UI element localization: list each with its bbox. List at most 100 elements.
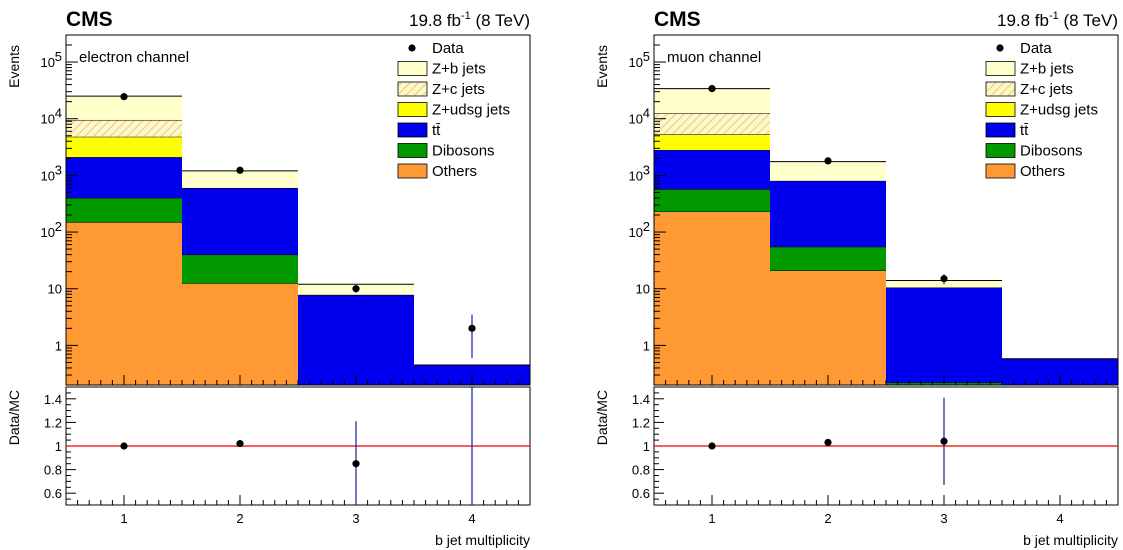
legend-marker-data — [996, 44, 1004, 52]
bar-others-bin1 — [66, 222, 182, 385]
bar-others-bin2 — [770, 270, 886, 385]
ratio-point — [236, 440, 244, 448]
y-axis-title: Events — [6, 45, 22, 88]
y-tick-label: 10 — [41, 168, 55, 183]
y-tick-exponent: 4 — [55, 106, 62, 121]
data-point — [236, 166, 244, 174]
legend-swatch — [985, 61, 1016, 76]
legend-swatch — [985, 102, 1016, 117]
y-tick-exponent: 3 — [643, 162, 650, 177]
legend-swatch — [985, 81, 1016, 97]
experiment-label: CMS — [66, 8, 113, 31]
y-tick-exponent: 4 — [643, 106, 650, 121]
bar-tt-bin3 — [886, 287, 1002, 383]
bar-z+bjets-bin1 — [654, 88, 770, 114]
bar-z+bjets-bin1 — [66, 96, 182, 120]
legend-swatch — [397, 122, 428, 138]
lumi-label: 19.8 fb-1 (8 TeV) — [997, 10, 1118, 30]
y-tick-label: 10 — [629, 168, 643, 183]
legend: Data Z+b jets Z+c jets Z+udsg jets tt̄ Diboso… — [1020, 40, 1098, 180]
legend-swatch — [397, 143, 428, 158]
data-point — [352, 285, 360, 293]
y-tick-label: 10 — [41, 112, 55, 127]
legend-label: Z+b jets — [1020, 61, 1074, 78]
data-point — [940, 275, 948, 283]
ratio-point — [708, 442, 716, 450]
x-tick-label: 4 — [468, 511, 475, 526]
ratio-y-tick-label: 1.2 — [632, 415, 650, 430]
legend-label: Others — [432, 163, 477, 180]
data-point — [468, 324, 476, 332]
y-tick-label: 10 — [629, 55, 643, 70]
legend-label: Z+c jets — [432, 81, 485, 98]
legend-label: Z+udsg jets — [1020, 102, 1098, 119]
legend-label: Z+b jets — [432, 61, 486, 78]
x-tick-label: 2 — [236, 511, 243, 526]
legend-label: tt̄ — [1020, 122, 1029, 139]
ratio-point — [940, 437, 948, 445]
legend-swatch — [397, 163, 428, 179]
y-tick-label: 10 — [629, 225, 643, 240]
y-tick-exponent: 2 — [643, 219, 650, 234]
ratio-y-tick-label: 0.8 — [632, 463, 650, 478]
legend-label: Data — [1020, 40, 1052, 57]
legend-label: Data — [432, 40, 464, 57]
x-tick-label: 3 — [352, 511, 359, 526]
x-axis-title: b jet multiplicity — [1023, 532, 1118, 548]
legend-swatch — [397, 61, 428, 76]
x-tick-label: 1 — [120, 511, 127, 526]
channel-label: muon channel — [667, 49, 761, 66]
channel-label: electron channel — [79, 49, 189, 66]
ratio-y-tick-label: 0.6 — [632, 486, 650, 501]
bar-dibosons-bin2 — [182, 254, 298, 284]
y-tick-exponent: 2 — [55, 219, 62, 234]
legend-swatch — [985, 122, 1016, 138]
bar-z+udsgjets-bin1 — [654, 134, 770, 151]
bar-z+cjets-bin1 — [66, 119, 182, 137]
legend: Data Z+b jets Z+c jets Z+udsg jets tt̄ Diboso… — [432, 40, 510, 180]
legend-label: Others — [1020, 163, 1065, 180]
data-point — [120, 93, 128, 101]
y-tick-exponent: 5 — [643, 49, 650, 64]
bar-tt-bin2 — [182, 187, 298, 255]
ratio-y-tick-label: 0.8 — [44, 463, 62, 478]
bar-tt-bin1 — [654, 150, 770, 190]
legend-label: Z+udsg jets — [432, 102, 510, 119]
bar-dibosons-bin1 — [66, 197, 182, 223]
bar-tt-bin3 — [298, 294, 414, 385]
bar-tt-bin2 — [770, 180, 886, 247]
ratio-y-axis-title: Data/MC — [6, 390, 22, 445]
bar-z+udsgjets-bin1 — [66, 136, 182, 158]
bar-z+cjets-bin1 — [654, 113, 770, 135]
x-axis-title: b jet multiplicity — [435, 532, 530, 548]
legend-label: tt̄ — [432, 122, 441, 139]
data-point — [708, 84, 716, 93]
y-tick-exponent: 5 — [55, 49, 62, 64]
y-axis-title: Events — [594, 45, 610, 88]
x-tick-label: 2 — [824, 511, 831, 526]
y-tick-label: 10 — [41, 55, 55, 70]
x-tick-label: 3 — [940, 511, 947, 526]
ratio-y-tick-label: 1.4 — [44, 392, 62, 407]
ratio-y-tick-label: 1 — [643, 439, 650, 454]
bar-others-bin2 — [182, 283, 298, 385]
y-tick-label: 10 — [636, 282, 650, 297]
bar-z+bjets-bin2 — [182, 170, 298, 188]
ratio-y-axis-title: Data/MC — [594, 390, 610, 445]
bar-z+bjets-bin2 — [770, 161, 886, 181]
y-tick-exponent: 3 — [55, 162, 62, 177]
ratio-point — [120, 442, 128, 450]
legend-label: Dibosons — [1020, 143, 1083, 160]
ratio-point — [824, 438, 832, 447]
legend-swatch — [985, 163, 1016, 179]
y-tick-label: 1 — [55, 338, 62, 353]
ratio-y-tick-label: 1.2 — [44, 415, 62, 430]
bar-tt-bin1 — [66, 157, 182, 198]
legend-label: Z+c jets — [1020, 81, 1073, 98]
experiment-label: CMS — [654, 8, 701, 31]
data-point — [824, 157, 832, 165]
ratio-y-tick-label: 0.6 — [44, 486, 62, 501]
ratio-y-tick-label: 1 — [55, 439, 62, 454]
